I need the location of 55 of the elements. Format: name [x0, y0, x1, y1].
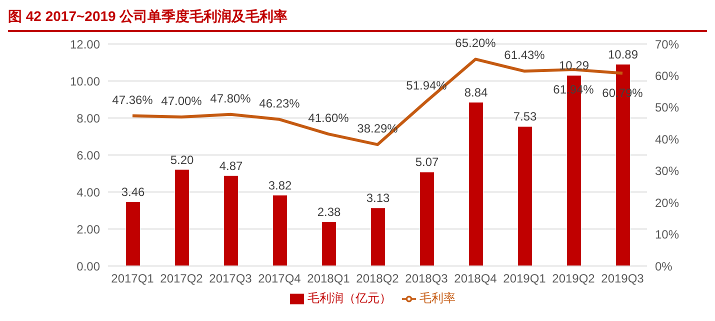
text: 2.00 [76, 222, 100, 236]
data-label: 47.80% [210, 91, 252, 106]
text: 12.00 [70, 37, 100, 52]
x-tick-label: 2018Q4 [454, 272, 498, 286]
x-tick-label: 2018Q2 [356, 272, 400, 286]
bar [469, 102, 483, 266]
x-tick-label: 2017Q2 [160, 272, 204, 286]
data-label: 47.00% [161, 94, 202, 108]
bar [518, 126, 532, 266]
bar [273, 195, 287, 266]
x-tick-label: 2018Q3 [405, 272, 448, 286]
data-label: 46.23% [259, 96, 300, 110]
y2-tick-label: 0% [655, 259, 673, 274]
data-label: 10.89 [608, 48, 638, 62]
text: 4.00 [76, 185, 100, 200]
bar [420, 172, 434, 266]
bar [371, 208, 385, 266]
x-tick-label: 2019Q2 [552, 272, 596, 286]
data-label: 61.43% [504, 48, 546, 62]
bar [175, 170, 189, 266]
data-label: 3.46 [121, 184, 145, 199]
text: 0.00 [76, 259, 100, 274]
chart-title: 图 42 2017~2019 公司单季度毛利润及毛利率 [8, 8, 707, 32]
data-label: 65.20% [455, 36, 496, 50]
x-tick-label: 2019Q3 [601, 272, 644, 286]
x-tick-label: 2017Q1 [111, 272, 154, 286]
bar [126, 202, 140, 266]
x-tick-label: 2019Q1 [503, 272, 546, 286]
text: 8.00 [76, 111, 100, 126]
data-label: 3.13 [366, 191, 390, 206]
y2-tick-label: 20% [655, 196, 680, 210]
bar [224, 176, 238, 266]
legend-label: 毛利率 [420, 291, 456, 305]
y2-tick-label: 10% [655, 228, 680, 242]
x-tick-label: 2017Q3 [209, 272, 252, 286]
data-label: 4.87 [219, 158, 243, 173]
data-label: 47.36% [112, 92, 154, 107]
y2-tick-label: 40% [655, 132, 680, 146]
bar [322, 222, 336, 266]
x-tick-label: 2018Q1 [307, 272, 350, 286]
data-label: 5.07 [415, 155, 439, 170]
data-label: 41.60% [308, 111, 350, 126]
data-label: 7.53 [513, 110, 537, 124]
x-tick-label: 2017Q4 [258, 272, 302, 286]
text: 6.00 [76, 148, 100, 162]
data-label: 5.20 [170, 152, 194, 167]
data-label: 2.38 [317, 204, 341, 219]
legend-label: 毛利润（亿元） [308, 291, 392, 305]
y2-tick-label: 60% [655, 68, 680, 83]
y2-tick-label: 50% [655, 100, 680, 115]
data-label: 3.82 [268, 178, 292, 192]
y2-tick-label: 70% [655, 37, 680, 52]
text: 10.00 [70, 74, 100, 88]
data-label: 8.84 [464, 85, 488, 100]
y2-tick-label: 30% [655, 164, 680, 178]
